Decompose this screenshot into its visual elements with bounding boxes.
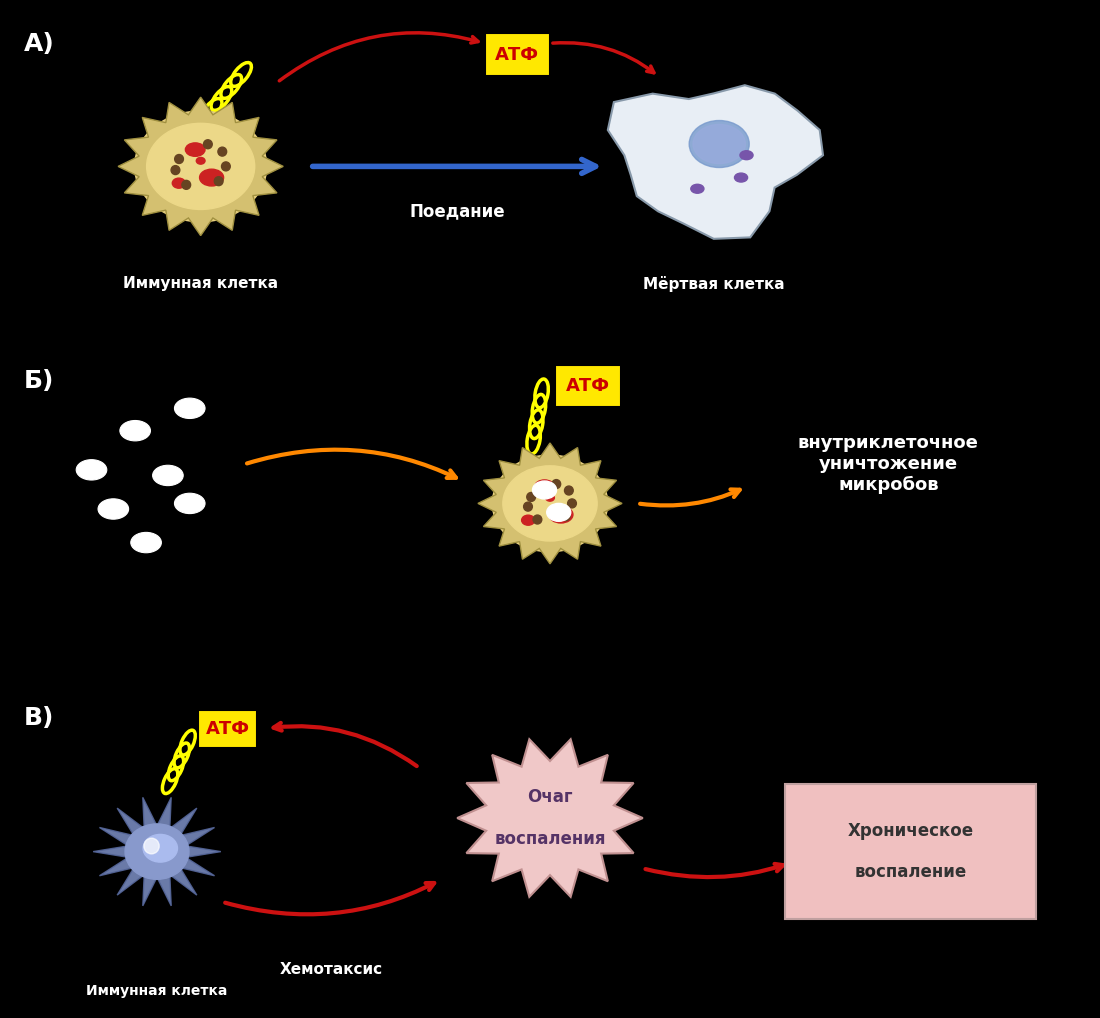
Circle shape [144,838,159,854]
Circle shape [204,139,212,149]
Ellipse shape [521,515,535,525]
Ellipse shape [199,169,223,186]
Text: Мёртвая клетка: Мёртвая клетка [642,276,784,292]
Ellipse shape [153,465,184,486]
Ellipse shape [547,504,571,521]
Ellipse shape [146,123,255,210]
Polygon shape [477,443,623,564]
Circle shape [172,166,179,174]
Text: Иммунная клетка: Иммунная клетка [86,984,228,999]
Ellipse shape [546,495,554,501]
Ellipse shape [532,482,557,499]
Circle shape [214,177,223,185]
FancyBboxPatch shape [556,364,622,407]
Polygon shape [608,86,823,239]
Text: Б): Б) [24,370,54,393]
Circle shape [182,180,190,189]
Ellipse shape [735,173,748,182]
Ellipse shape [173,178,186,188]
Ellipse shape [690,120,749,168]
Text: Хемотаксис: Хемотаксис [280,962,383,976]
Ellipse shape [134,111,266,222]
Ellipse shape [493,455,607,552]
FancyBboxPatch shape [784,785,1036,918]
Text: А): А) [24,33,55,56]
Ellipse shape [503,466,597,541]
FancyBboxPatch shape [198,710,257,747]
Ellipse shape [740,151,754,160]
Text: АТФ: АТФ [495,46,539,63]
Text: Поедание: Поедание [409,203,505,220]
Text: АТФ: АТФ [566,377,610,395]
Circle shape [175,155,184,164]
Circle shape [561,512,570,521]
Text: внутриклеточное
уничтожение
микробов: внутриклеточное уничтожение микробов [798,435,979,494]
Text: В): В) [24,706,54,730]
Ellipse shape [143,835,177,862]
Circle shape [221,162,230,171]
Ellipse shape [693,124,746,164]
FancyBboxPatch shape [484,34,550,75]
Ellipse shape [120,420,151,441]
Ellipse shape [131,532,162,553]
Text: Очаг

воспаления: Очаг воспаления [494,788,606,848]
Circle shape [524,502,532,511]
Circle shape [218,148,227,156]
Ellipse shape [549,506,573,523]
Ellipse shape [691,184,704,193]
Circle shape [552,479,561,489]
Text: АТФ: АТФ [206,720,250,738]
Ellipse shape [175,398,205,418]
Text: Хроническое

воспаление: Хроническое воспаление [847,822,974,882]
Polygon shape [458,739,642,897]
Ellipse shape [76,460,107,480]
Polygon shape [118,97,283,235]
Circle shape [564,486,573,495]
Ellipse shape [175,494,205,514]
Text: Иммунная клетка: Иммунная клетка [123,276,278,291]
Ellipse shape [196,158,205,164]
Ellipse shape [98,499,129,519]
Ellipse shape [186,143,205,157]
Ellipse shape [125,824,189,880]
Circle shape [527,493,536,502]
Ellipse shape [535,479,554,494]
Circle shape [568,499,576,508]
Polygon shape [94,797,221,906]
Circle shape [534,515,542,524]
